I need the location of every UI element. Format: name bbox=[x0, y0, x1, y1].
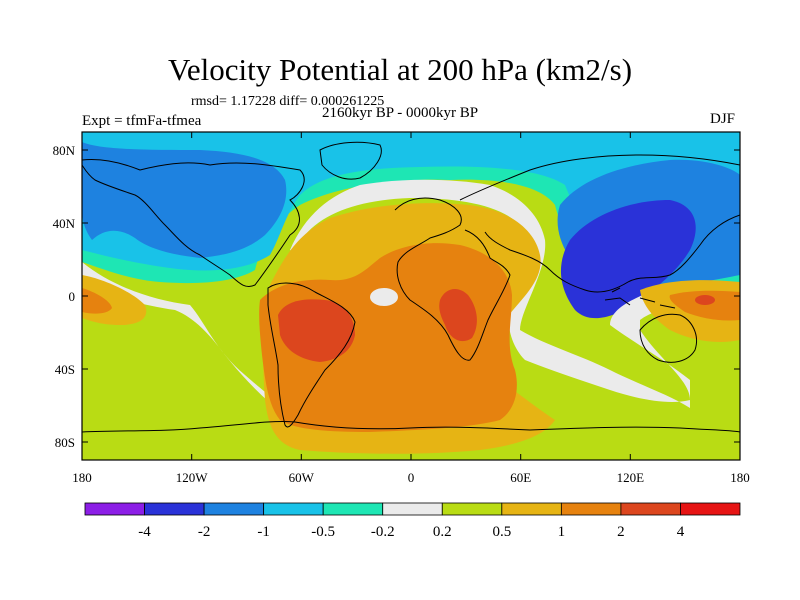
colorbar-swatch bbox=[501, 502, 562, 516]
coast-maritime bbox=[604, 287, 676, 309]
field-grey-band bbox=[82, 179, 740, 415]
colorbar-label: -0.5 bbox=[311, 524, 335, 540]
colorbar-swatch bbox=[680, 502, 741, 516]
colorbar-swatch bbox=[322, 502, 384, 516]
y-tick-label: 80N bbox=[53, 143, 76, 158]
coast-north-america bbox=[82, 159, 305, 288]
figure-title: Velocity Potential at 200 hPa (km2/s) bbox=[167, 52, 633, 87]
coast-south-america bbox=[267, 282, 356, 428]
coast-antarctica bbox=[82, 421, 740, 433]
colorbar-label: -0.2 bbox=[371, 524, 395, 540]
x-tick-label: 60W bbox=[289, 470, 315, 485]
field-north-atlantic-pacific-blue bbox=[82, 142, 287, 258]
y-tick-label: 40N bbox=[53, 216, 76, 231]
field-southamerica-core bbox=[278, 299, 355, 362]
x-tick-label: 60E bbox=[510, 470, 531, 485]
colorbar-swatch bbox=[560, 502, 622, 516]
x-tick-label: 120W bbox=[176, 470, 209, 485]
map-field bbox=[82, 132, 740, 460]
colorbar-label: -4 bbox=[138, 524, 151, 540]
experiment-label: Expt = tfmFa-tfmea bbox=[82, 113, 202, 129]
colorbar-swatch bbox=[263, 502, 324, 516]
coast-europe-africa bbox=[394, 197, 511, 361]
x-tick-label: 180 bbox=[72, 470, 92, 485]
colorbar-label: 0.2 bbox=[433, 524, 452, 540]
x-tick-label: 180 bbox=[730, 470, 750, 485]
season-label: DJF bbox=[710, 111, 736, 127]
colorbar-label: -1 bbox=[257, 524, 270, 540]
y-tick-label: 80S bbox=[55, 435, 75, 450]
x-tick-label: 120E bbox=[617, 470, 645, 485]
colorbar-swatch bbox=[144, 502, 205, 516]
coastlines bbox=[82, 141, 740, 433]
colorbar-swatch bbox=[84, 502, 145, 516]
stats-label: rmsd= 1.17228 diff= 0.000261225 bbox=[191, 94, 385, 109]
colorbar-label: 1 bbox=[558, 524, 566, 540]
colorbar-label: 0.5 bbox=[492, 524, 511, 540]
colorbar-label: 4 bbox=[677, 524, 685, 540]
field-asia-darkblue bbox=[560, 200, 696, 319]
colorbar-label: 2 bbox=[617, 524, 625, 540]
field-westpacific-core bbox=[669, 290, 740, 321]
colorbar-label: -2 bbox=[198, 524, 211, 540]
y-tick-label: 40S bbox=[55, 362, 75, 377]
field-eastpacific-orange bbox=[82, 288, 112, 314]
coast-greenland bbox=[319, 141, 382, 180]
coast-asia bbox=[459, 154, 740, 293]
x-ticks bbox=[81, 132, 741, 460]
x-tick-label: 0 bbox=[408, 470, 415, 485]
y-ticks bbox=[82, 149, 740, 443]
field-atlantic-hole bbox=[370, 288, 398, 306]
colorbar-swatch bbox=[203, 502, 265, 516]
period-label: 2160kyr BP - 0000kyr BP bbox=[322, 105, 479, 121]
field-westpacific-redcore bbox=[695, 295, 715, 305]
colorbar-swatch bbox=[382, 502, 443, 516]
colorbar-swatch bbox=[441, 502, 503, 516]
colorbar: -4 -2 -1 -0.5 -0.2 0.2 0.5 1 2 4 bbox=[84, 502, 741, 540]
colorbar-swatch bbox=[620, 502, 681, 516]
field-africa-core bbox=[439, 288, 477, 342]
coast-australia bbox=[639, 313, 697, 363]
y-tick-label: 0 bbox=[69, 289, 76, 304]
